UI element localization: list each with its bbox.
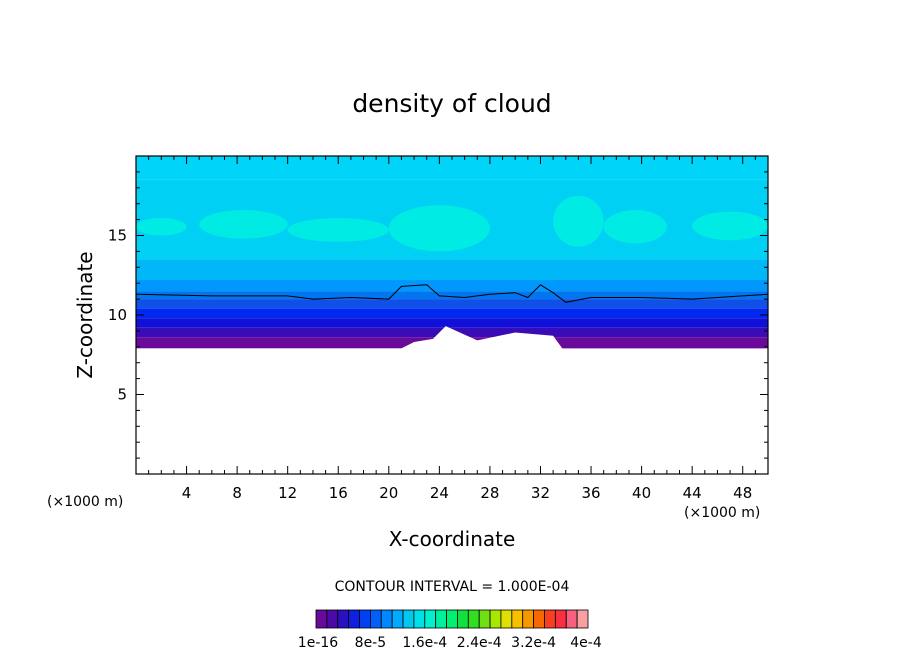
colorbar-swatch	[522, 609, 534, 629]
x-tick-label: 4	[182, 484, 192, 502]
y-axis: 5 10 15	[108, 155, 768, 475]
colorbar-label: 3.2e-4	[511, 635, 556, 651]
x-tick-label: 16	[329, 484, 348, 502]
density-band-7	[136, 318, 768, 328]
contour-interval-label: CONTOUR INTERVAL = 1.000E-04	[335, 579, 570, 595]
density-band-5	[136, 299, 768, 309]
density-band-0	[136, 156, 768, 180]
density-band-3	[136, 280, 768, 292]
density-band-2	[136, 259, 768, 281]
contour-line	[136, 284, 768, 303]
colorbar-swatch	[413, 609, 426, 629]
colorbar-label: 8e-5	[355, 635, 386, 651]
colorbar-swatch	[544, 609, 556, 629]
y-tick-label: 15	[108, 227, 127, 245]
colorbar	[315, 609, 589, 629]
colorbar-swatch	[369, 609, 382, 629]
teal-patch-5	[692, 211, 768, 241]
teal-patch-6	[136, 218, 187, 236]
teal-patch-1	[287, 218, 389, 242]
colorbar-swatch	[446, 609, 458, 629]
colorbar-swatch	[435, 609, 447, 629]
colorbar-label: 4e-4	[570, 635, 602, 651]
colorbar-label: 1.6e-4	[402, 635, 447, 651]
x-unit-label-left: (×1000 m)	[47, 494, 123, 510]
y-tick-label: 5	[117, 386, 127, 404]
colorbar-swatch	[424, 609, 437, 629]
colorbar-swatch	[457, 609, 469, 629]
colorbar-swatch	[359, 609, 371, 629]
x-tick-label: 20	[379, 484, 398, 502]
x-axis: 4 8 12 16 20 24 28 32 36 40 44 48	[135, 156, 769, 502]
colorbar-swatch	[315, 609, 328, 629]
colorbar-swatch	[511, 609, 524, 629]
x-unit-label-right: (×1000 m)	[684, 505, 760, 521]
colorbar-swatch	[402, 609, 415, 629]
colorbar-labels: 1e-16 8e-5 1.6e-4 2.4e-4 3.2e-4 4e-4	[298, 635, 602, 651]
colorbar-swatch	[391, 609, 404, 629]
colorbar-label: 1e-16	[298, 635, 338, 651]
plot-area	[136, 156, 768, 474]
colorbar-swatch	[348, 609, 360, 629]
colorbar-swatch	[337, 609, 350, 629]
colorbar-swatch	[467, 609, 480, 629]
colorbar-swatch	[326, 609, 339, 629]
colorbar-swatch	[576, 609, 589, 629]
colorbar-label: 2.4e-4	[457, 635, 502, 651]
density-band-6	[136, 308, 768, 319]
x-tick-label: 48	[733, 484, 752, 502]
colorbar-swatch	[533, 609, 545, 629]
teal-patch-4	[603, 210, 667, 244]
x-tick-label: 36	[581, 484, 600, 502]
y-axis-label: Z-coordinate	[73, 251, 97, 378]
colorbar-swatch	[554, 609, 567, 629]
y-tick-label: 10	[108, 306, 127, 324]
x-tick-label: 32	[531, 484, 550, 502]
colorbar-swatch	[380, 609, 393, 629]
x-tick-label: 40	[632, 484, 651, 502]
x-axis-label: X-coordinate	[389, 527, 516, 551]
chart-title: density of cloud	[352, 89, 551, 118]
x-tick-label: 8	[232, 484, 242, 502]
teal-patch-3	[553, 195, 604, 247]
colorbar-swatch	[500, 609, 513, 629]
teal-patch-0	[199, 210, 288, 239]
x-tick-label: 28	[480, 484, 499, 502]
clear-region	[136, 326, 768, 474]
colorbar-swatch	[478, 609, 491, 629]
x-tick-label: 44	[683, 484, 702, 502]
x-tick-label: 24	[430, 484, 449, 502]
x-tick-label: 12	[278, 484, 297, 502]
colorbar-swatch	[565, 609, 578, 629]
density-band-4	[136, 291, 768, 300]
colorbar-swatch	[489, 609, 502, 629]
teal-patch-2	[388, 205, 490, 252]
